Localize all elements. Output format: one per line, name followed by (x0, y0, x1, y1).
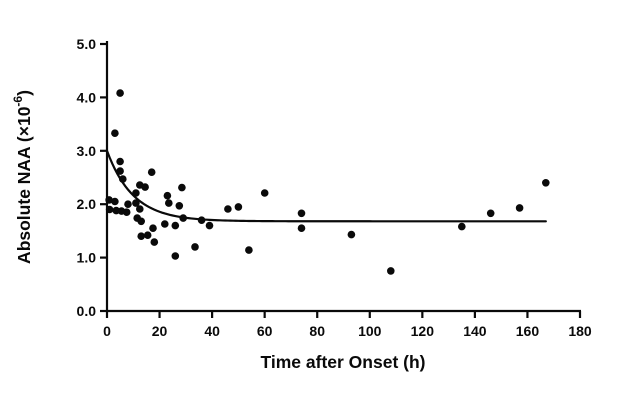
data-point (116, 157, 124, 166)
data-point (171, 252, 180, 260)
fit-curve (105, 149, 547, 223)
data-point (122, 208, 131, 216)
data-point (234, 203, 243, 211)
x-axis-ticks: 0 20 40 60 80 100 120 140 160 180 (103, 311, 592, 339)
data-point (297, 224, 306, 232)
data-point (458, 222, 466, 231)
data-point (105, 205, 114, 214)
x-tick-label: 80 (309, 323, 325, 339)
data-point (486, 209, 495, 218)
data-point (132, 199, 140, 207)
data-point (143, 231, 152, 239)
data-point (105, 196, 113, 204)
data-point (141, 183, 149, 191)
data-point (124, 200, 132, 208)
x-tick-label: 120 (411, 323, 435, 339)
y-tick-label: 4.0 (77, 89, 97, 105)
data-point (347, 230, 356, 239)
data-point (147, 168, 156, 176)
data-point (205, 221, 214, 230)
data-point (387, 267, 395, 275)
data-point (137, 217, 145, 226)
y-tick-label: 5.0 (77, 36, 97, 52)
x-tick-label: 40 (204, 323, 220, 339)
data-point (111, 197, 119, 206)
y-axis-title-main: Absolute NAA (×10 (14, 106, 34, 264)
data-point (150, 238, 159, 246)
data-point (136, 205, 144, 213)
data-point (175, 202, 184, 210)
y-tick-label: 2.0 (77, 196, 97, 212)
data-point (111, 129, 119, 137)
data-point (163, 191, 172, 200)
x-tick-label: 100 (358, 323, 382, 339)
data-point (165, 199, 173, 207)
y-tick-label: 3.0 (77, 143, 97, 159)
y-axis-title-superscript: -6 (11, 96, 25, 107)
data-point (260, 189, 269, 197)
data-point (149, 224, 157, 232)
data-point (297, 209, 306, 218)
data-points (105, 89, 550, 275)
data-point (119, 175, 127, 183)
x-tick-label: 140 (463, 323, 487, 339)
data-point (137, 232, 145, 240)
data-point (515, 204, 524, 212)
y-tick-label: 0.0 (77, 303, 97, 319)
data-point (179, 214, 187, 222)
y-axis-ticks: 0.0 1.0 2.0 3.0 4.0 5.0 (77, 36, 107, 319)
data-point (178, 183, 186, 192)
data-point (132, 189, 140, 197)
x-tick-label: 20 (152, 323, 168, 339)
data-point (197, 216, 206, 224)
x-tick-label: 0 (103, 323, 111, 339)
data-point (161, 220, 169, 228)
data-point (171, 221, 180, 230)
x-tick-label: 180 (568, 323, 592, 339)
data-point (116, 89, 124, 97)
data-point (224, 205, 232, 213)
y-tick-label: 1.0 (77, 250, 97, 266)
x-axis-title: Time after Onset (h) (261, 352, 426, 372)
x-tick-label: 160 (516, 323, 540, 339)
data-point (542, 179, 550, 187)
data-point (245, 246, 253, 254)
x-tick-label: 60 (257, 323, 273, 339)
y-axis-title: Absolute NAA (×10-6) (11, 90, 34, 264)
y-axis-title-close: ) (14, 90, 34, 96)
data-point (191, 243, 199, 251)
data-point (116, 167, 124, 175)
